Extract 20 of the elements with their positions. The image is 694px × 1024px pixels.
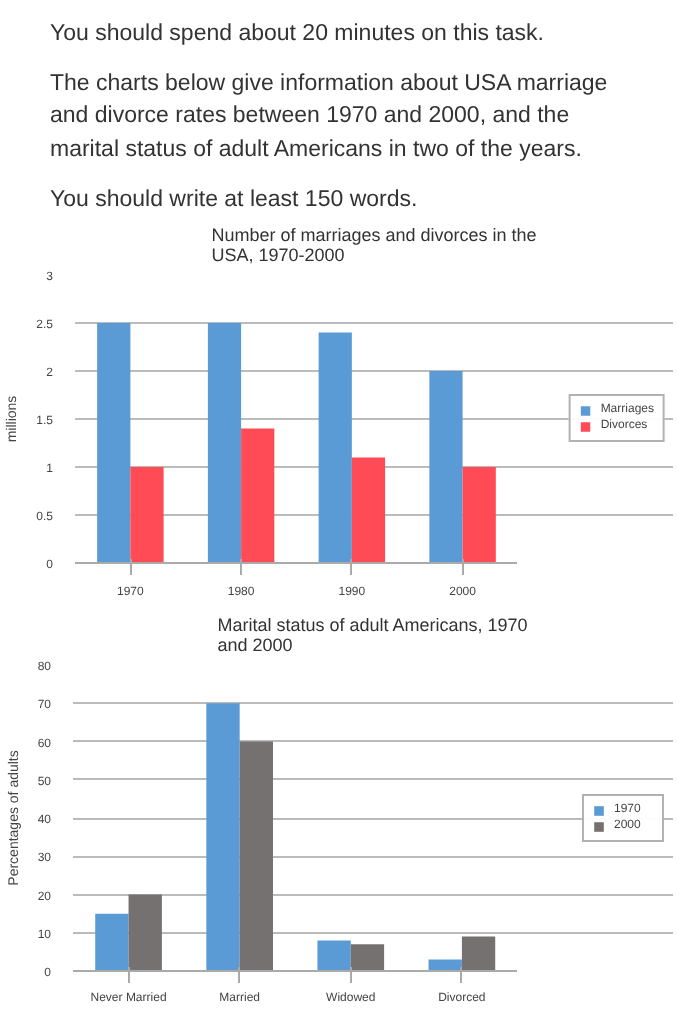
- bar: [317, 940, 351, 971]
- bar: [462, 467, 496, 563]
- bar: [461, 936, 496, 971]
- bar: [318, 332, 352, 563]
- bar: [429, 371, 463, 563]
- bar: [239, 741, 273, 971]
- bar: [207, 323, 242, 563]
- bar: [97, 323, 131, 563]
- bar: [350, 944, 385, 971]
- bar: [206, 703, 240, 971]
- chart-title: Number of marriages and divorces in the USA, 1970-2000: [211, 225, 537, 265]
- bar: [351, 457, 386, 563]
- bar: [128, 894, 162, 971]
- text: The charts below give information about USA marriage and divorce rates between 1970 and 2000, and the marital status of adult Americans in two of the years.: [50, 69, 610, 167]
- bar: [241, 428, 275, 563]
- chart-title: Marital status of adult Americans, 1970 and 2000: [217, 615, 528, 655]
- bar: [95, 913, 129, 971]
- text: You should spend about 20 minutes on this task.: [50, 20, 546, 50]
- text: You should write at least 150 words.: [50, 185, 420, 216]
- bar: [130, 467, 164, 563]
